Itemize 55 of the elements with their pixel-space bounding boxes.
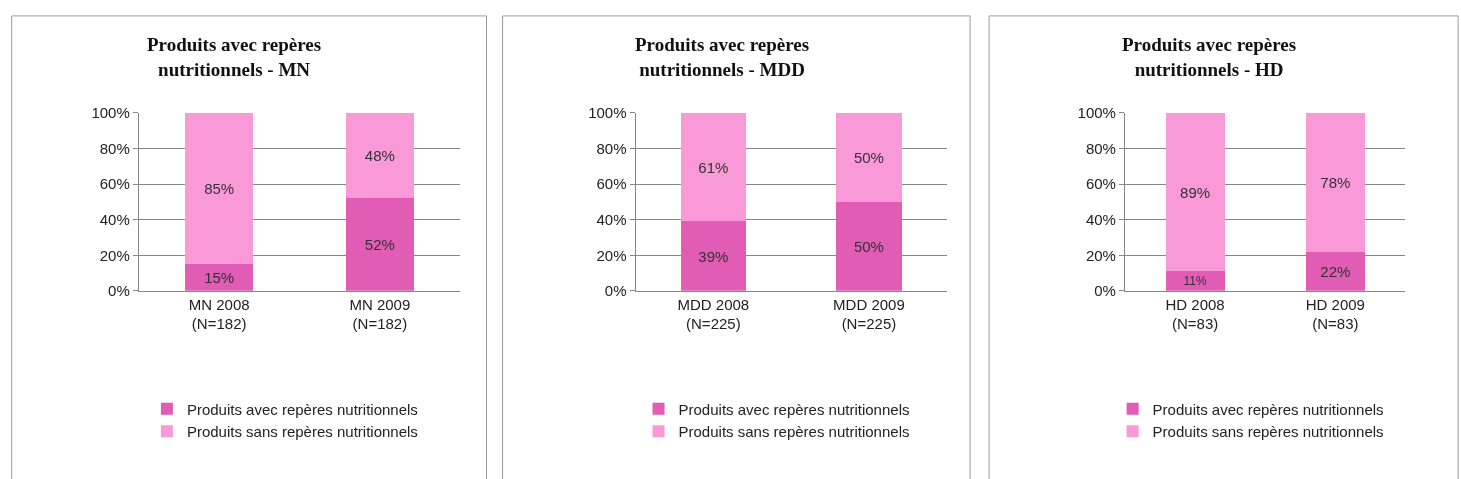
y-tick-label: 0% [1094,282,1116,300]
y-tick-label: 40% [596,210,627,228]
data-label: 48% [364,147,395,165]
y-tick-label: 40% [99,210,130,228]
x-tick-label: MDD 2009 (N=225) [833,295,905,333]
y-tick-label: 80% [1085,139,1116,157]
y-tick-label: 20% [99,246,130,264]
data-label: 89% [1180,183,1211,201]
x-tick-label: MDD 2008 (N=225) [677,295,750,333]
y-tick-label: 40% [1085,210,1116,228]
y-tick-label: 100% [91,104,130,122]
y-tick-label: 80% [596,139,627,157]
bar [680,221,746,291]
legend-label: Produits avec repères nutritionnels [678,400,910,418]
y-tick-label: 60% [99,175,130,193]
data-label: 61% [698,158,729,176]
legend-label: Produits avec repères nutritionnels [1152,400,1384,418]
x-tick-label: MN 2009 (N=182) [349,295,411,333]
y-tick-label: 100% [588,104,627,122]
y-tick-label: 100% [1077,104,1116,122]
bar [1305,251,1365,291]
bar [1305,112,1365,252]
chart-title: Produits avec repères nutritionnels - HD [1122,34,1297,80]
bar [836,201,902,291]
chart-title: Produits avec repères nutritionnels - MDD [635,34,810,80]
data-label: 50% [853,148,884,166]
y-tick-label: 80% [99,139,130,157]
data-label: 85% [204,180,235,198]
y-tick-label: 20% [596,246,627,264]
chart-title: Produits avec repères nutritionnels - MN [147,34,322,80]
legend-label: Produits sans repères nutritionnels [1152,423,1384,441]
legend-label: Produits sans repères nutritionnels [678,423,910,441]
y-tick-label: 60% [1085,175,1116,193]
data-label: 39% [698,247,729,265]
legend-label: Produits sans repères nutritionnels [186,423,418,441]
y-tick-label: 20% [1085,246,1116,264]
data-label: 22% [1320,262,1351,280]
bar [1165,112,1225,272]
y-tick-label: 60% [596,175,627,193]
data-label: 52% [364,236,395,254]
x-tick-label: MN 2008 (N=182) [188,295,250,333]
bar [836,112,902,202]
bar [346,112,414,199]
x-tick-label: HD 2008 (N=83) [1165,295,1225,333]
data-label: 15% [204,268,235,286]
legend-label: Produits avec repères nutritionnels [186,400,418,418]
x-tick-label: HD 2009 (N=83) [1305,295,1365,333]
y-tick-label: 0% [108,282,130,300]
data-label: 50% [853,237,884,255]
data-label: 11% [1183,274,1207,289]
data-label: 78% [1320,173,1351,191]
bar [680,112,746,222]
bar [346,198,414,291]
bar [185,112,253,265]
y-tick-label: 0% [604,282,627,300]
